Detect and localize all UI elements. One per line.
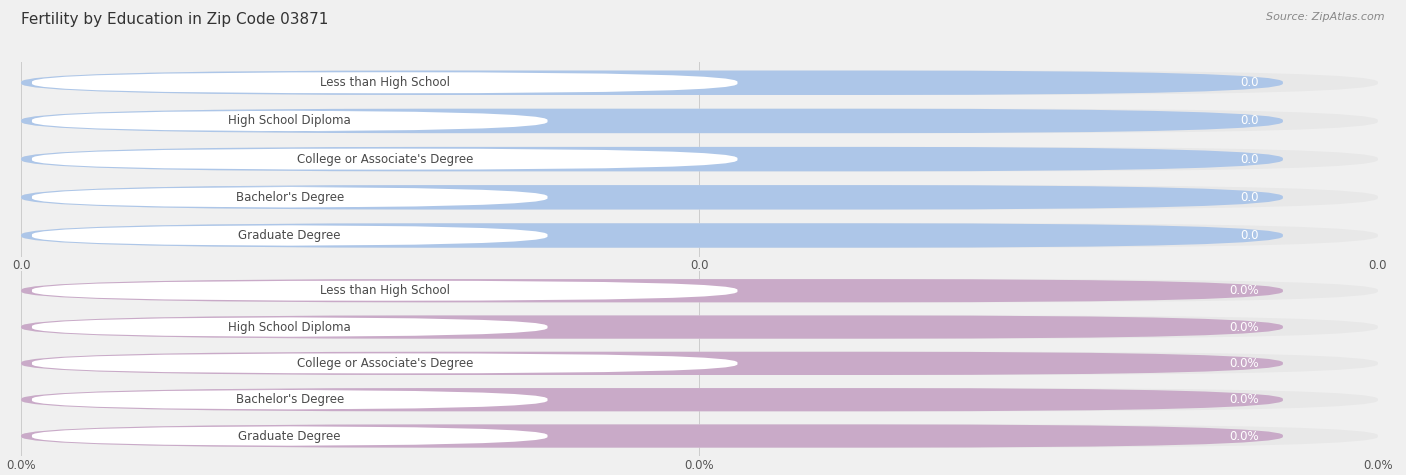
Text: 0.0: 0.0 <box>1240 114 1258 127</box>
Text: Fertility by Education in Zip Code 03871: Fertility by Education in Zip Code 03871 <box>21 12 329 27</box>
Text: 0.0%: 0.0% <box>1229 284 1258 297</box>
FancyBboxPatch shape <box>32 426 547 446</box>
Text: 0.0: 0.0 <box>1240 76 1258 89</box>
FancyBboxPatch shape <box>21 185 1378 209</box>
FancyBboxPatch shape <box>32 317 547 337</box>
FancyBboxPatch shape <box>21 147 1282 171</box>
FancyBboxPatch shape <box>21 70 1282 95</box>
FancyBboxPatch shape <box>21 424 1378 447</box>
FancyBboxPatch shape <box>32 281 738 301</box>
FancyBboxPatch shape <box>21 109 1282 133</box>
Text: Graduate Degree: Graduate Degree <box>239 429 342 443</box>
FancyBboxPatch shape <box>21 109 1378 133</box>
FancyBboxPatch shape <box>32 72 738 93</box>
FancyBboxPatch shape <box>21 388 1378 411</box>
FancyBboxPatch shape <box>21 223 1282 248</box>
FancyBboxPatch shape <box>32 390 547 409</box>
FancyBboxPatch shape <box>32 149 738 170</box>
FancyBboxPatch shape <box>21 352 1378 375</box>
Text: 0.0: 0.0 <box>1240 229 1258 242</box>
FancyBboxPatch shape <box>21 147 1378 171</box>
Text: College or Associate's Degree: College or Associate's Degree <box>297 357 472 370</box>
FancyBboxPatch shape <box>32 187 547 208</box>
FancyBboxPatch shape <box>21 388 1282 411</box>
Text: 0.0: 0.0 <box>1240 152 1258 166</box>
FancyBboxPatch shape <box>21 185 1282 209</box>
FancyBboxPatch shape <box>21 223 1378 248</box>
Text: High School Diploma: High School Diploma <box>228 321 352 333</box>
Text: Less than High School: Less than High School <box>319 284 450 297</box>
Text: 0.0%: 0.0% <box>1229 321 1258 333</box>
Text: Graduate Degree: Graduate Degree <box>239 229 342 242</box>
Text: College or Associate's Degree: College or Associate's Degree <box>297 152 472 166</box>
Text: Less than High School: Less than High School <box>319 76 450 89</box>
Text: High School Diploma: High School Diploma <box>228 114 352 127</box>
Text: 0.0%: 0.0% <box>1229 429 1258 443</box>
Text: 0.0: 0.0 <box>1240 191 1258 204</box>
Text: 0.0%: 0.0% <box>1229 357 1258 370</box>
Text: Source: ZipAtlas.com: Source: ZipAtlas.com <box>1267 12 1385 22</box>
FancyBboxPatch shape <box>21 352 1282 375</box>
Text: 0.0%: 0.0% <box>1229 393 1258 406</box>
FancyBboxPatch shape <box>21 279 1378 303</box>
Text: Bachelor's Degree: Bachelor's Degree <box>236 191 344 204</box>
FancyBboxPatch shape <box>21 279 1282 303</box>
FancyBboxPatch shape <box>21 424 1282 447</box>
FancyBboxPatch shape <box>21 315 1282 339</box>
FancyBboxPatch shape <box>32 225 547 246</box>
FancyBboxPatch shape <box>32 353 738 373</box>
FancyBboxPatch shape <box>21 315 1378 339</box>
FancyBboxPatch shape <box>32 110 547 132</box>
FancyBboxPatch shape <box>21 70 1378 95</box>
Text: Bachelor's Degree: Bachelor's Degree <box>236 393 344 406</box>
